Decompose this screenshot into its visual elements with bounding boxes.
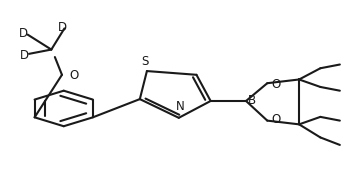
- Text: O: O: [69, 69, 78, 82]
- Text: D: D: [57, 21, 67, 34]
- Text: S: S: [142, 55, 149, 68]
- Text: D: D: [19, 49, 29, 62]
- Text: O: O: [272, 113, 281, 126]
- Text: B: B: [248, 94, 256, 107]
- Text: N: N: [176, 100, 184, 113]
- Text: D: D: [18, 27, 28, 40]
- Text: O: O: [272, 78, 281, 91]
